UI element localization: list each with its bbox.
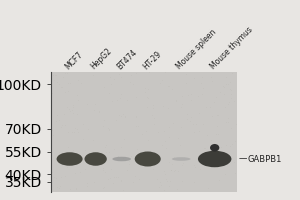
Text: GABPB1: GABPB1 xyxy=(248,154,282,164)
Text: HT-29: HT-29 xyxy=(141,49,163,71)
Text: HepG2: HepG2 xyxy=(89,46,114,71)
Ellipse shape xyxy=(135,152,161,166)
Text: BT474: BT474 xyxy=(115,47,139,71)
Text: —: — xyxy=(238,154,247,164)
Ellipse shape xyxy=(172,157,190,161)
Ellipse shape xyxy=(198,151,231,167)
Ellipse shape xyxy=(112,157,131,161)
Ellipse shape xyxy=(210,144,219,152)
Text: Mouse thymus: Mouse thymus xyxy=(208,25,254,71)
Text: Mouse spleen: Mouse spleen xyxy=(175,28,218,71)
Ellipse shape xyxy=(85,152,107,166)
Text: MCF7: MCF7 xyxy=(63,50,85,71)
Ellipse shape xyxy=(57,152,83,166)
